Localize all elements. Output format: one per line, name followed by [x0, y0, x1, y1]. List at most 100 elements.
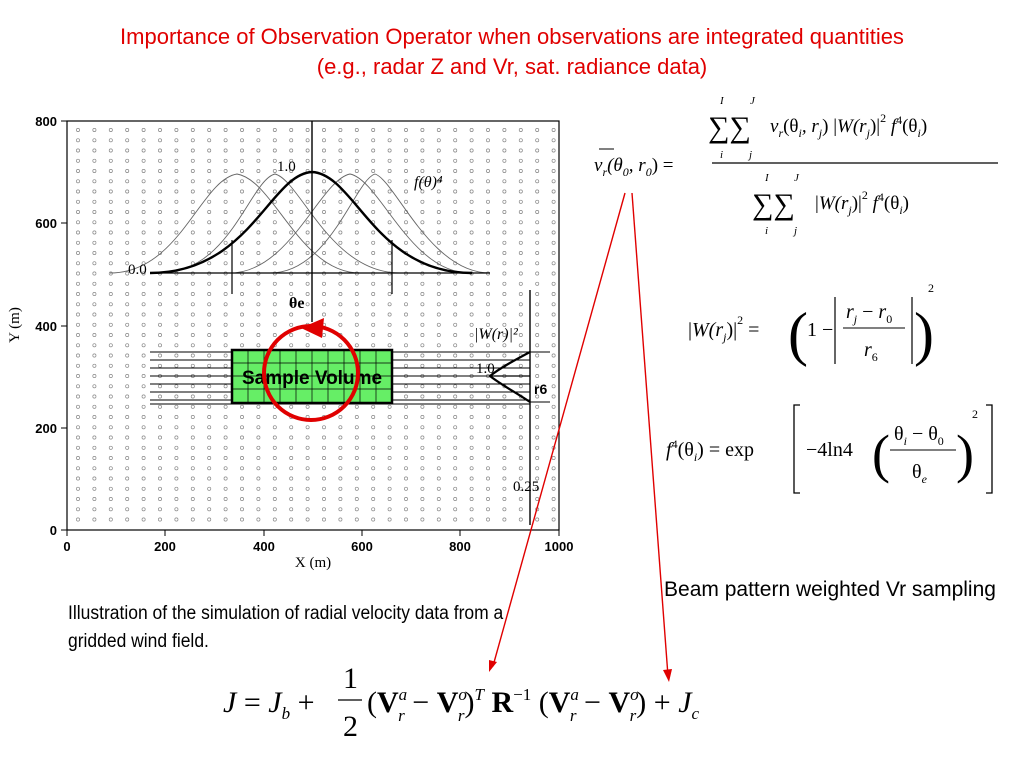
- grid-point: [289, 199, 294, 204]
- grid-point: [108, 158, 113, 163]
- grid-point: [354, 261, 359, 266]
- svg-text:): ): [956, 424, 974, 484]
- grid-point: [518, 261, 523, 266]
- svg-text:J: J: [750, 95, 756, 107]
- grid-point: [387, 128, 392, 132]
- grid-point: [256, 333, 261, 337]
- grid-point: [141, 476, 146, 481]
- grid-point: [223, 240, 228, 245]
- grid-point: [338, 292, 343, 296]
- grid-point: [404, 435, 408, 440]
- grid-point: [518, 138, 523, 143]
- grid-point: [141, 220, 146, 225]
- grid-point: [371, 240, 376, 245]
- grid-point: [387, 281, 392, 286]
- grid-point: [190, 486, 195, 491]
- grid-point: [223, 343, 228, 348]
- grid-point: [436, 363, 441, 368]
- grid-point: [338, 486, 343, 491]
- grid-point: [371, 138, 376, 143]
- grid-point: [551, 322, 556, 327]
- grid-point: [76, 230, 80, 235]
- grid-point: [305, 261, 310, 266]
- grid-point: [338, 425, 343, 430]
- grid-point: [535, 476, 540, 481]
- grid-points: [76, 128, 556, 522]
- grid-point: [141, 169, 146, 173]
- grid-point: [404, 240, 408, 245]
- grid-point: [256, 466, 261, 471]
- grid-point: [469, 240, 474, 245]
- grid-point: [158, 476, 162, 481]
- grid-point: [158, 210, 162, 214]
- grid-point: [92, 517, 97, 522]
- grid-point: [338, 445, 343, 450]
- grid-point: [551, 404, 556, 409]
- grid-point: [240, 445, 244, 450]
- grid-point: [371, 476, 376, 481]
- grid-point: [141, 158, 146, 163]
- grid-point: [371, 302, 376, 307]
- grid-point: [190, 128, 195, 132]
- grid-point: [469, 394, 474, 399]
- grid-point: [387, 148, 392, 153]
- grid-point: [240, 466, 244, 471]
- grid-point: [371, 333, 376, 337]
- grid-point: [404, 333, 408, 337]
- grid-point: [305, 435, 310, 440]
- grid-point: [108, 189, 113, 194]
- grid-point: [174, 240, 179, 245]
- grid-point: [453, 425, 458, 430]
- grid-point: [223, 128, 228, 132]
- grid-point: [486, 445, 490, 450]
- svg-text:j: j: [747, 149, 752, 161]
- grid-point: [305, 445, 310, 450]
- grid-point: [551, 158, 556, 163]
- y-tick-0: 0: [50, 523, 57, 538]
- weight-tail-label: 0.25: [513, 479, 539, 495]
- grid-point: [289, 486, 294, 491]
- grid-point: [486, 128, 490, 132]
- grid-point: [289, 240, 294, 245]
- grid-point: [486, 322, 490, 327]
- grid-point: [289, 312, 294, 317]
- grid-point: [404, 302, 408, 307]
- grid-point: [486, 261, 490, 266]
- grid-point: [354, 210, 359, 214]
- grid-point: [387, 445, 392, 450]
- grid-point: [223, 169, 228, 173]
- grid-point: [108, 169, 113, 173]
- grid-point: [240, 138, 244, 143]
- grid-point: [354, 333, 359, 337]
- grid-point: [469, 128, 474, 132]
- grid-point: [141, 138, 146, 143]
- grid-point: [436, 138, 441, 143]
- grid-point: [240, 333, 244, 337]
- grid-point: [125, 486, 130, 491]
- grid-point: [289, 189, 294, 194]
- grid-point: [551, 456, 556, 460]
- grid-point: [207, 230, 212, 235]
- grid-point: [76, 302, 80, 307]
- grid-point: [207, 497, 212, 501]
- svg-text:(: (: [788, 301, 808, 367]
- grid-point: [535, 343, 540, 348]
- grid-point: [535, 240, 540, 245]
- grid-point: [436, 179, 441, 184]
- grid-point: [207, 148, 212, 153]
- grid-point: [551, 199, 556, 204]
- grid-point: [551, 363, 556, 368]
- grid-point: [420, 353, 425, 358]
- grid-point: [125, 138, 130, 143]
- grid-point: [354, 497, 359, 501]
- grid-point: [371, 210, 376, 214]
- grid-point: [338, 251, 343, 255]
- grid-point: [436, 302, 441, 307]
- grid-point: [322, 456, 326, 460]
- grid-point: [108, 456, 113, 460]
- grid-point: [486, 199, 490, 204]
- grid-point: [125, 363, 130, 368]
- grid-point: [289, 251, 294, 255]
- grid-point: [207, 507, 212, 512]
- grid-point: [322, 220, 326, 225]
